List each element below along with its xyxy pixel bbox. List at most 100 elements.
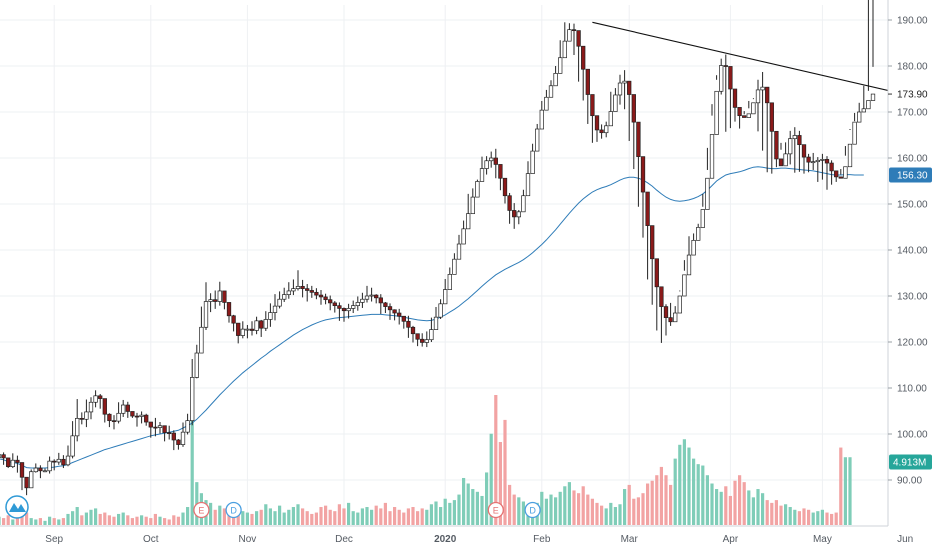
- tradingview-logo-icon[interactable]: [5, 495, 29, 519]
- volume-bar: [383, 502, 387, 525]
- volume-bar: [388, 511, 392, 525]
- candle-body: [682, 274, 687, 297]
- candle-body: [199, 326, 204, 354]
- volume-bar: [779, 505, 783, 525]
- candle-body: [291, 288, 296, 292]
- volume-bar: [153, 513, 157, 525]
- candle-body: [98, 395, 103, 399]
- candle-body: [456, 243, 462, 260]
- price-tick-label: 90.00: [897, 476, 922, 487]
- candle-body: [346, 308, 351, 312]
- volume-bar: [623, 489, 627, 525]
- volume-bar: [512, 494, 516, 525]
- candle-body: [691, 239, 696, 256]
- volume-bar: [397, 509, 401, 525]
- volume-bar: [291, 507, 295, 525]
- earnings-marker[interactable]: E: [487, 501, 504, 519]
- candle-body: [144, 414, 149, 423]
- candle-body: [475, 181, 480, 198]
- candle-body: [516, 211, 521, 218]
- candle-body: [272, 305, 278, 313]
- volume-bar: [406, 508, 410, 525]
- candle-body: [447, 274, 452, 290]
- candle-body: [111, 420, 117, 423]
- dividend-marker[interactable]: D: [225, 501, 242, 519]
- candle-body: [502, 177, 508, 197]
- volume-bar: [807, 509, 811, 525]
- time-tick-label: Nov: [239, 534, 257, 545]
- candle-body: [70, 435, 75, 457]
- volume-bar: [770, 502, 774, 525]
- volume-bar: [669, 484, 673, 525]
- candle-body: [746, 113, 751, 118]
- price-tick-label: 120.00: [897, 338, 928, 349]
- candle-body: [33, 467, 38, 473]
- candle-body: [300, 285, 305, 289]
- volume-bar: [213, 509, 217, 525]
- volume-bar: [839, 447, 843, 525]
- volume-bar: [834, 512, 838, 525]
- dividend-marker[interactable]: D: [524, 501, 541, 519]
- volume-bar: [724, 486, 728, 525]
- moving-average: [0, 166, 864, 469]
- candle-body: [558, 57, 563, 74]
- candle-body: [6, 457, 11, 468]
- earnings-marker[interactable]: E: [193, 501, 210, 519]
- candle-body: [774, 130, 779, 160]
- candle-body: [829, 162, 834, 172]
- volume-bar: [15, 516, 19, 525]
- volume-bar: [172, 515, 176, 525]
- ma-value-label: 156.30: [897, 171, 928, 182]
- volume-bar: [673, 458, 677, 525]
- candle-body: [139, 414, 144, 417]
- volume-bar: [830, 513, 834, 525]
- volume-bar: [319, 507, 323, 525]
- candle-body: [305, 288, 310, 291]
- candle-body: [318, 294, 324, 298]
- candle-body: [259, 320, 264, 329]
- volume-bar: [563, 486, 567, 525]
- volume-bar: [66, 513, 70, 525]
- candle-body: [56, 458, 61, 463]
- candle-body: [286, 290, 291, 295]
- candle-body: [525, 173, 531, 197]
- candle-body: [167, 432, 172, 434]
- candle-body: [249, 328, 255, 331]
- candle-body: [116, 412, 121, 422]
- candle-body: [783, 153, 788, 167]
- candle-body: [429, 329, 434, 341]
- candle-body: [567, 29, 572, 42]
- volume-bar: [351, 511, 355, 525]
- volume-bar: [489, 433, 493, 525]
- candle-body: [61, 458, 66, 466]
- volume-bar: [774, 500, 778, 525]
- candle-body: [852, 121, 857, 145]
- candle-body: [47, 460, 52, 472]
- candle-body: [392, 309, 397, 314]
- candle-body: [461, 228, 466, 245]
- volume-bar: [843, 457, 847, 525]
- volume-bar: [25, 512, 29, 525]
- candle-body: [84, 411, 89, 420]
- volume-bar: [411, 507, 415, 525]
- volume-bar: [241, 511, 245, 525]
- candle-body: [769, 102, 774, 132]
- candle-body: [645, 191, 650, 226]
- volume-bar: [287, 509, 291, 525]
- candle-body: [571, 29, 577, 32]
- volume-bar: [650, 480, 654, 525]
- candle-body: [673, 312, 678, 323]
- volume-bar: [508, 484, 512, 525]
- volume-bar: [245, 512, 249, 525]
- candle-body: [870, 93, 876, 101]
- candle-body: [686, 254, 692, 276]
- candle-body: [824, 159, 830, 164]
- volume-bar: [733, 480, 737, 525]
- volume-bar: [521, 501, 525, 525]
- time-tick-label: Apr: [723, 534, 739, 545]
- volume-bar: [176, 516, 180, 525]
- candle-body: [374, 294, 379, 299]
- volume-bar: [52, 518, 56, 525]
